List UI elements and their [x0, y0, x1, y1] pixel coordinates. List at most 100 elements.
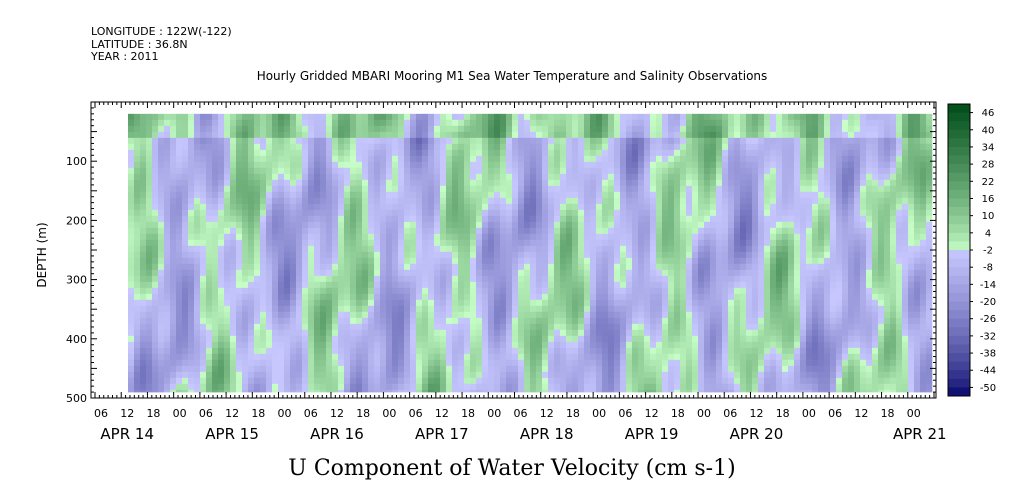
heatmap-cell: [752, 125, 759, 133]
heatmap-cell: [428, 365, 435, 373]
heatmap-cell: [728, 311, 735, 319]
heatmap-cell: [494, 179, 501, 187]
heatmap-cell: [278, 173, 285, 181]
heatmap-cell: [236, 227, 243, 235]
heatmap-cell: [704, 287, 711, 295]
heatmap-cell: [194, 299, 201, 307]
heatmap-cell: [320, 125, 327, 133]
heatmap-cell: [722, 335, 729, 343]
heatmap-cell: [134, 227, 141, 235]
heatmap-cell: [326, 173, 333, 181]
heatmap-cell: [494, 329, 501, 337]
heatmap-cell: [386, 131, 393, 139]
heatmap-cell: [698, 119, 705, 127]
heatmap-cell: [242, 221, 249, 229]
heatmap-cell: [332, 185, 339, 193]
heatmap-cell: [326, 371, 333, 379]
heatmap-cell: [296, 269, 303, 277]
heatmap-cell: [662, 323, 669, 331]
heatmap-cell: [506, 191, 513, 199]
heatmap-cell: [656, 173, 663, 181]
heatmap-cell: [206, 119, 213, 127]
heatmap-cell: [254, 257, 261, 265]
heatmap-cell: [506, 245, 513, 253]
heatmap-cell: [674, 191, 681, 199]
heatmap-cell: [314, 167, 321, 175]
heatmap-cell: [236, 125, 243, 133]
heatmap-cell: [734, 371, 741, 379]
heatmap-cell: [290, 137, 297, 145]
heatmap-cell: [176, 197, 183, 205]
heatmap-cell: [608, 161, 615, 169]
heatmap-cell: [674, 257, 681, 265]
heatmap-cell: [656, 281, 663, 289]
heatmap-cell: [386, 119, 393, 127]
heatmap-cell: [608, 383, 615, 391]
heatmap-cell: [380, 161, 387, 169]
heatmap-cell: [644, 335, 651, 343]
heatmap-cell: [392, 161, 399, 169]
heatmap-cell: [566, 341, 573, 349]
heatmap-cell: [722, 317, 729, 325]
heatmap-cell: [722, 233, 729, 241]
heatmap-cell: [512, 221, 519, 229]
heatmap-cell: [488, 341, 495, 349]
heatmap-cell: [278, 155, 285, 163]
heatmap-cell: [404, 209, 411, 217]
heatmap-cell: [620, 341, 627, 349]
heatmap-cell: [716, 119, 723, 127]
heatmap-cell: [266, 161, 273, 169]
heatmap-cell: [272, 383, 279, 391]
heatmap-cell: [248, 293, 255, 301]
heatmap-cell: [230, 359, 237, 367]
heatmap-cell: [326, 263, 333, 271]
heatmap-cell: [620, 347, 627, 355]
heatmap-cell: [344, 335, 351, 343]
heatmap-cell: [500, 185, 507, 193]
heatmap-cell: [356, 293, 363, 301]
heatmap-cell: [176, 323, 183, 331]
heatmap-cell: [200, 245, 207, 253]
heatmap-cell: [380, 323, 387, 331]
heatmap-cell: [182, 167, 189, 175]
heatmap-cell: [416, 221, 423, 229]
heatmap-cell: [512, 317, 519, 325]
heatmap-cell: [146, 173, 153, 181]
heatmap-cell: [704, 149, 711, 157]
heatmap-cell: [140, 317, 147, 325]
heatmap-cell: [554, 317, 561, 325]
heatmap-cell: [182, 293, 189, 301]
heatmap-cell: [176, 329, 183, 337]
heatmap-cell: [188, 287, 195, 295]
heatmap-cell: [512, 161, 519, 169]
heatmap-cell: [344, 209, 351, 217]
heatmap-cell: [542, 299, 549, 307]
heatmap-cell: [398, 383, 405, 391]
heatmap-cell: [332, 191, 339, 199]
heatmap-cell: [578, 227, 585, 235]
heatmap-cell: [530, 299, 537, 307]
heatmap-cell: [662, 335, 669, 343]
heatmap-cell: [680, 179, 687, 187]
heatmap-cell: [356, 113, 363, 121]
heatmap-cell: [170, 251, 177, 259]
heatmap-cell: [422, 197, 429, 205]
heatmap-cell: [128, 383, 135, 391]
heatmap-cell: [320, 323, 327, 331]
heatmap-cell: [470, 119, 477, 127]
heatmap-cell: [746, 209, 753, 217]
heatmap-cell: [404, 389, 411, 393]
heatmap-cell: [602, 377, 609, 385]
heatmap-cell: [758, 329, 765, 337]
heatmap-cell: [164, 299, 171, 307]
heatmap-cell: [512, 257, 519, 265]
heatmap-cell: [722, 221, 729, 229]
heatmap-cell: [500, 269, 507, 277]
heatmap-cell: [182, 347, 189, 355]
heatmap-cell: [614, 305, 621, 313]
heatmap-cell: [608, 125, 615, 133]
heatmap-cell: [218, 305, 225, 313]
heatmap-cell: [608, 173, 615, 181]
heatmap-cell: [674, 347, 681, 355]
heatmap-cell: [542, 173, 549, 181]
